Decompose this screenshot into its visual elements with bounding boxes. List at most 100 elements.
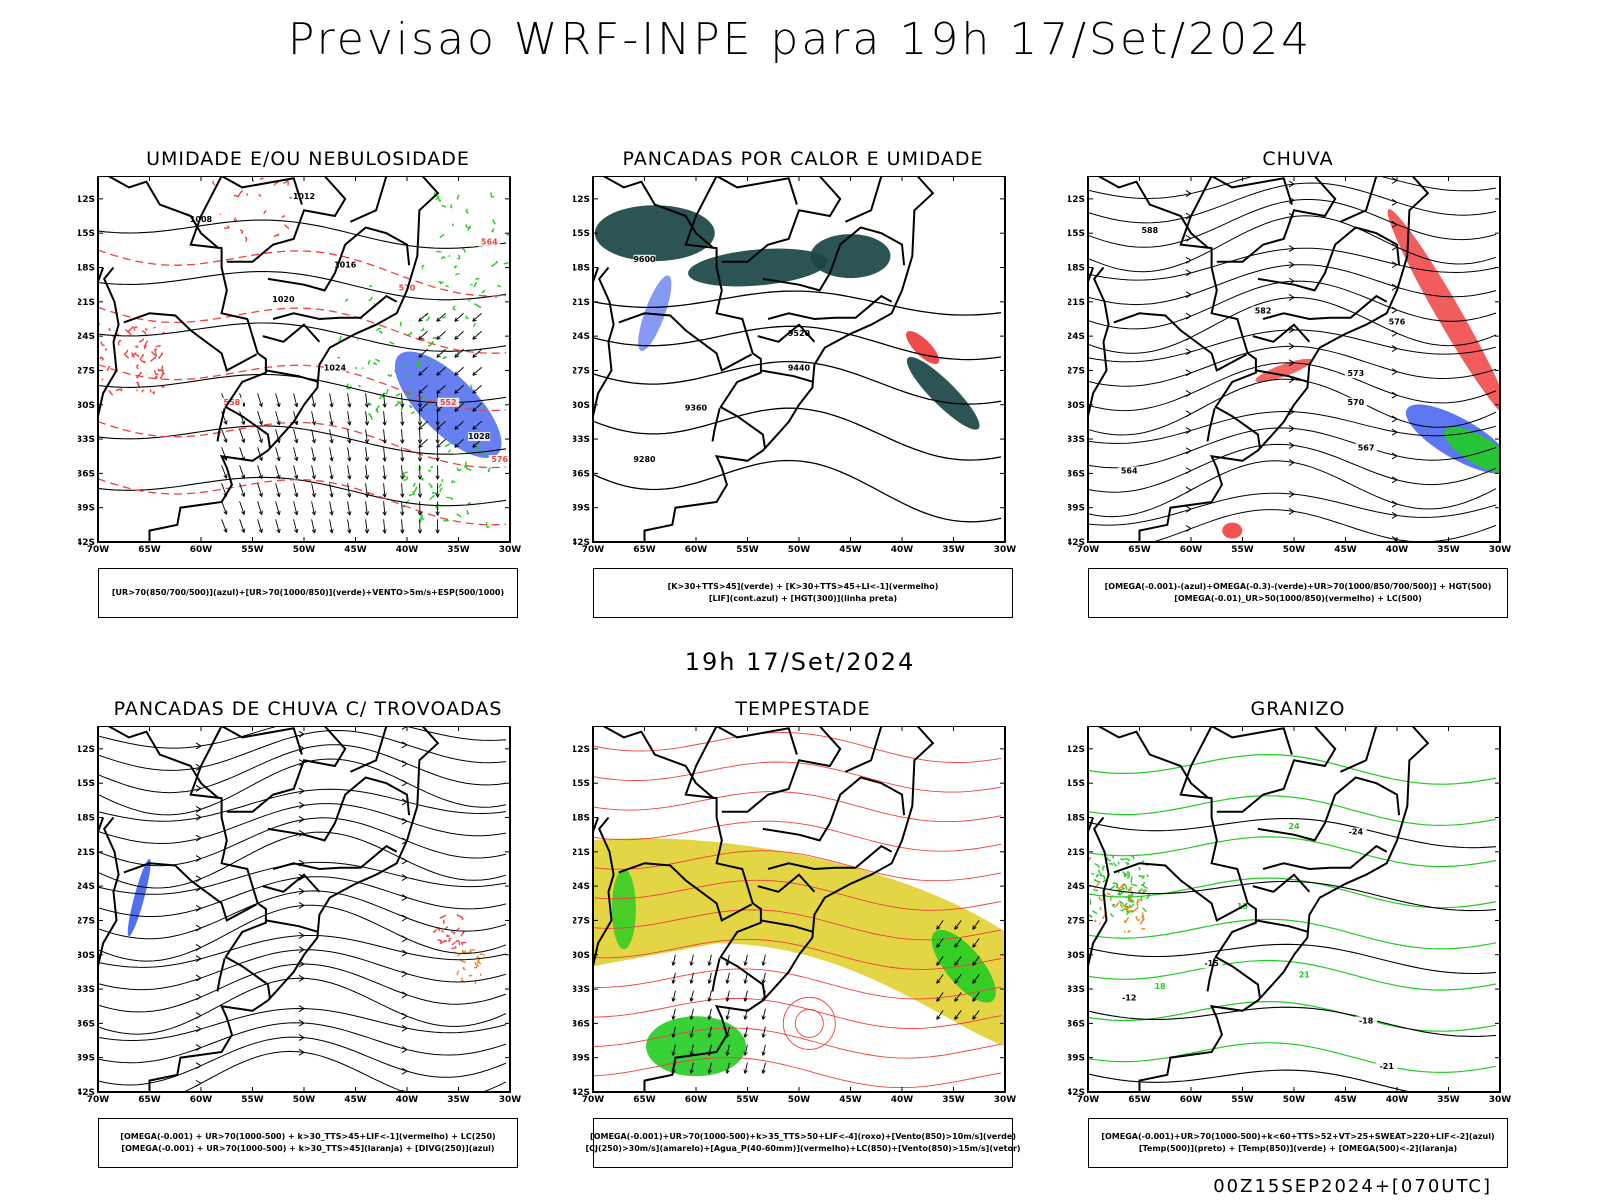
lat-tick-label: 30S [1068, 401, 1085, 411]
contour-label-bg [1355, 1016, 1378, 1026]
wind-vector [239, 447, 245, 461]
country-border [267, 776, 411, 842]
lon-tick-label: 30W [499, 1095, 522, 1105]
wind-vector [293, 429, 298, 444]
wind-vector-head [294, 456, 299, 462]
wind-vector-head [400, 439, 405, 444]
wind-vector [401, 465, 403, 480]
wind-vector-head [276, 510, 281, 516]
wind-vector-head [223, 474, 228, 479]
wind-vector-head [400, 457, 405, 462]
streamline [1088, 362, 1497, 412]
wind-vector [762, 972, 766, 984]
map-content: 588 582 576 573 570 567 564 [1088, 176, 1500, 542]
wind-vector [954, 938, 962, 948]
lon-tick-label: 40W [396, 1095, 419, 1105]
contour-label: 567 [1358, 444, 1375, 453]
wind-vector [954, 992, 962, 1002]
streamline-arrow [1185, 291, 1192, 299]
streamline [98, 726, 507, 749]
lat-tick-label: 42S [78, 1088, 95, 1098]
country-border [226, 176, 347, 263]
country-border [716, 726, 798, 755]
lat-tick-label: 15S [573, 779, 590, 789]
contour-label-bg [1344, 397, 1367, 407]
wind-vector [454, 420, 464, 430]
lat-tick-label: 21S [78, 848, 95, 858]
wind-vector-head [436, 335, 441, 340]
streamline-arrow [1391, 452, 1398, 460]
wind-vector-head [671, 997, 676, 1002]
wind-vector [275, 501, 280, 515]
lon-tick-label: 40W [891, 545, 914, 555]
wind-vector-head [436, 371, 441, 376]
wind-vector-head [972, 997, 977, 1002]
wind-vector-head [707, 1015, 712, 1020]
country-border [1211, 176, 1293, 205]
wind-vector-head [311, 492, 316, 498]
wind-vector-head [954, 961, 959, 966]
panel-title: TEMPESTADE [735, 698, 871, 720]
wind-vector [708, 1026, 712, 1038]
wind-vector [472, 330, 482, 340]
lon-tick-label: 65W [1128, 1095, 1151, 1105]
wind-vector-head [936, 925, 941, 930]
wind-vector-head [364, 403, 370, 408]
wind-vector-head [954, 1015, 959, 1020]
country-border [1262, 294, 1388, 321]
lat-tick-label: 30S [78, 951, 95, 961]
country-border [189, 176, 271, 449]
streamline [1088, 264, 1497, 306]
streamline-arrow [1288, 442, 1295, 449]
contour-label-bg [1375, 1062, 1398, 1072]
streamline-arrow [1288, 180, 1295, 188]
wind-vector [672, 1044, 676, 1056]
streamline-arrow [1185, 427, 1192, 434]
country-border [1252, 323, 1311, 343]
wind-vector-head [258, 528, 263, 533]
wind-vector [329, 447, 333, 462]
panel-umidade: UMIDADE E/OU NEBULOSIDADE 1008 1012 1016 102… [78, 148, 538, 618]
lat-tick-label: 42S [1068, 1088, 1085, 1098]
country-border [716, 176, 798, 205]
country-border [216, 957, 226, 992]
hgt300-contour [593, 360, 1002, 405]
wind-vector [690, 990, 694, 1002]
streamline-arrow [1288, 359, 1295, 367]
wind-vector [293, 519, 298, 534]
streamline-arrow [298, 801, 305, 809]
country-border [1339, 176, 1378, 223]
country-border [1255, 369, 1309, 383]
lon-tick-label: 35W [447, 1095, 470, 1105]
wind-vector-head [936, 997, 941, 1002]
panel-pancadas-calor: PANCADAS POR CALOR E UMIDADE 9600 9520 9440… [573, 148, 1033, 618]
streamline [1088, 492, 1497, 526]
thickness-red-contours [212, 177, 293, 242]
lc850-red-streamline [593, 938, 1002, 970]
wind-vector [275, 411, 280, 425]
wind-vector [239, 465, 245, 479]
contour-label: 564 [481, 238, 498, 247]
wind-vector-head [972, 925, 977, 930]
lat-tick-label: 15S [573, 229, 590, 239]
streamline-arrow [1391, 500, 1398, 508]
country-border [1252, 873, 1311, 893]
contour-label-bg [1283, 821, 1305, 831]
lat-tick-label: 33S [78, 435, 95, 445]
panel-title: UMIDADE E/OU NEBULOSIDADE [146, 148, 470, 170]
lon-tick-label: 55W [1231, 1095, 1254, 1105]
wind-vector [275, 483, 280, 497]
map-content [98, 726, 510, 1092]
streamline-arrow [1288, 490, 1295, 498]
streamline-arrow [298, 901, 305, 909]
wind-vector-head [364, 493, 370, 498]
wind-vector-head [472, 425, 477, 430]
lon-tick-label: 50W [788, 1095, 811, 1105]
contour-label: 582 [1255, 306, 1272, 315]
lc850-red-streamline [593, 791, 1002, 823]
lon-tick-label: 45W [344, 1095, 367, 1105]
wind-vector-head [472, 389, 477, 394]
wind-vector-head [276, 402, 281, 408]
wind-vector [972, 992, 980, 1002]
